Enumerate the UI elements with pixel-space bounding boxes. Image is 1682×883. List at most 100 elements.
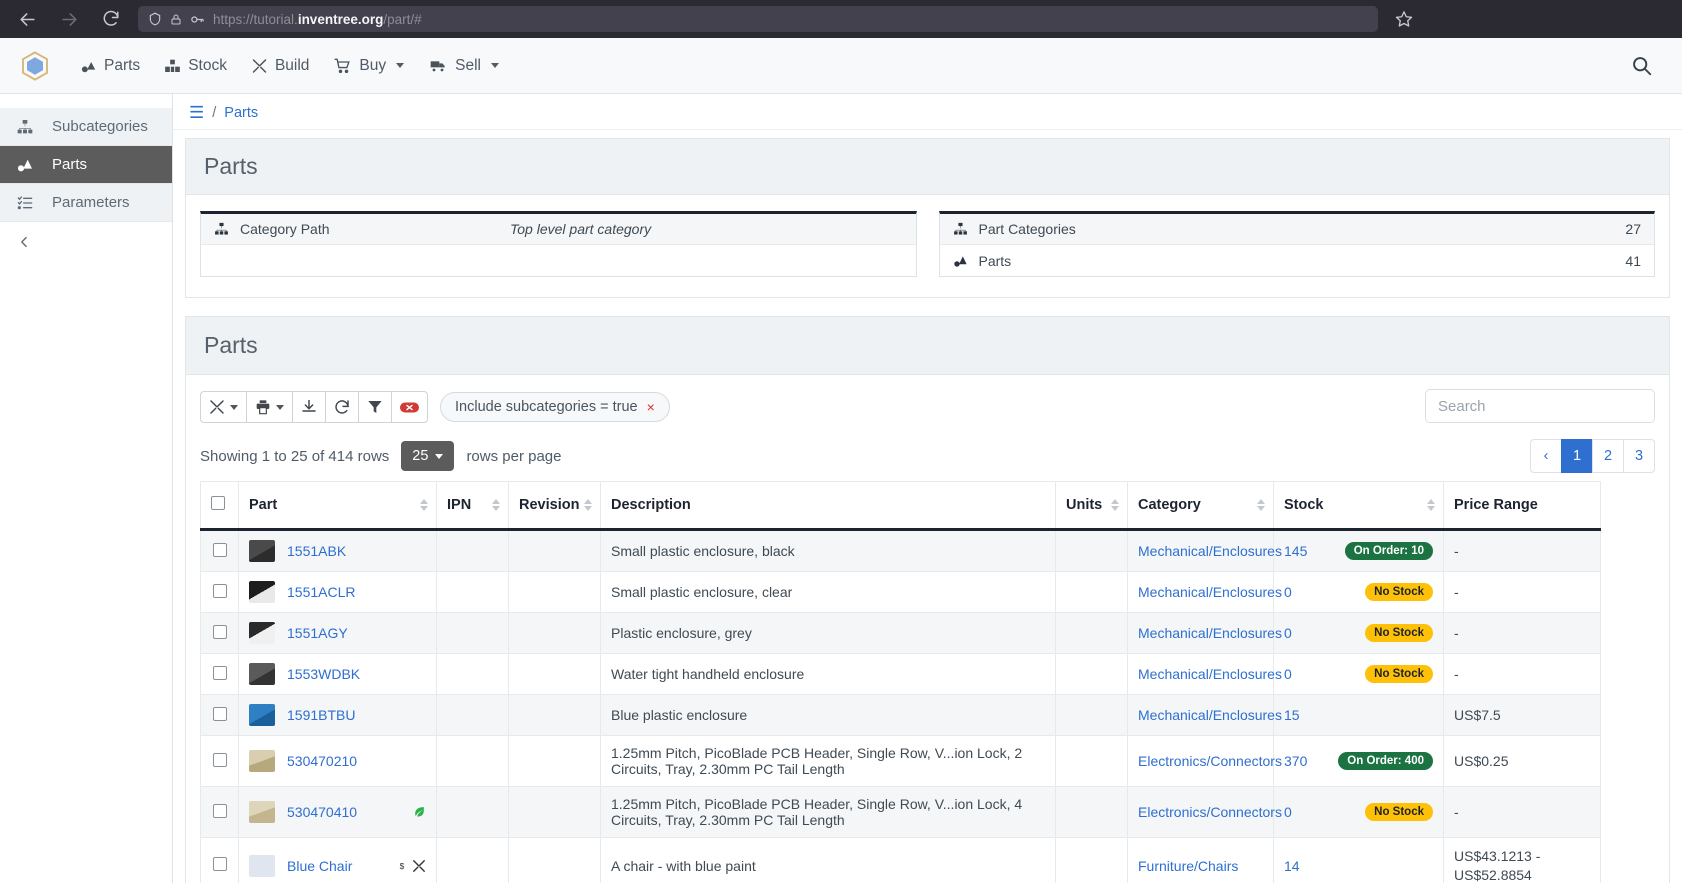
category-link[interactable]: Furniture/Chairs: [1138, 857, 1239, 874]
stock-link[interactable]: 370: [1284, 753, 1308, 769]
search-input[interactable]: [1425, 389, 1655, 423]
status-badge: No Stock: [1365, 624, 1433, 642]
table-row[interactable]: Blue Chair $ A chair - with blue paint F…: [200, 837, 1601, 883]
header-select-all[interactable]: [200, 481, 239, 531]
forward-icon[interactable]: [56, 6, 82, 32]
header-stock[interactable]: Stock: [1273, 481, 1444, 531]
sidebar-collapse-button[interactable]: [0, 222, 172, 262]
category-link[interactable]: Electronics/Connectors: [1138, 804, 1282, 820]
back-icon[interactable]: [14, 6, 40, 32]
stock-link[interactable]: 145: [1284, 543, 1308, 559]
enclosure-grey-thumb: [249, 622, 275, 644]
stock-link[interactable]: 0: [1284, 666, 1292, 682]
search-icon[interactable]: [1625, 49, 1658, 82]
reload-icon[interactable]: [98, 6, 124, 32]
breadcrumb-menu-icon[interactable]: ☰: [189, 103, 205, 122]
part-link[interactable]: 1551ABK: [287, 543, 347, 559]
category-link[interactable]: Electronics/Connectors: [1138, 753, 1282, 769]
table-row[interactable]: 1553WDBK Water tight handheld enclosure …: [200, 653, 1601, 695]
stock-link[interactable]: 0: [1284, 584, 1292, 600]
sort-icon: [1111, 499, 1119, 511]
bookmark-star-icon[interactable]: [1392, 7, 1416, 31]
part-actions-button[interactable]: [200, 391, 247, 423]
inventree-logo-icon[interactable]: [18, 49, 52, 83]
category-link[interactable]: Mechanical/Enclosures: [1138, 543, 1282, 559]
cell-stock: 15: [1273, 694, 1444, 736]
sidebar-item-parameters[interactable]: Parameters: [0, 184, 172, 222]
row-checkbox-cell[interactable]: [200, 786, 239, 838]
download-data-button[interactable]: [292, 391, 326, 423]
row-checkbox-cell[interactable]: [200, 529, 239, 572]
category-link[interactable]: Mechanical/Enclosures: [1138, 584, 1282, 600]
part-link[interactable]: 530470410: [287, 804, 358, 820]
breadcrumb-item-parts[interactable]: Parts: [224, 104, 259, 121]
table-row[interactable]: 530470410 1.25mm Pitch, PicoBlade PCB He…: [200, 786, 1601, 838]
stock-link[interactable]: 0: [1284, 804, 1292, 820]
stock-link[interactable]: 14: [1284, 857, 1300, 874]
header-description[interactable]: Description: [600, 481, 1056, 531]
row-checkbox[interactable]: [212, 706, 227, 721]
url-bar[interactable]: https://tutorial.inventree.org/part/#: [138, 6, 1378, 32]
header-part[interactable]: Part: [238, 481, 437, 531]
table-row[interactable]: 1591BTBU Blue plastic enclosure Mechanic…: [200, 694, 1601, 736]
category-link[interactable]: Mechanical/Enclosures: [1138, 625, 1282, 641]
row-checkbox[interactable]: [212, 857, 227, 872]
header-ipn[interactable]: IPN: [436, 481, 509, 531]
row-checkbox[interactable]: [212, 624, 227, 639]
select-all-checkbox[interactable]: [211, 496, 225, 510]
nav-item-sell[interactable]: Sell: [418, 51, 509, 81]
table-row[interactable]: 530470210 1.25mm Pitch, PicoBlade PCB He…: [200, 735, 1601, 787]
nav-item-parts[interactable]: Parts: [70, 51, 150, 81]
nav-item-buy[interactable]: Buy: [323, 51, 414, 81]
row-checkbox-cell[interactable]: [200, 837, 239, 883]
sidebar-item-parts[interactable]: Parts: [0, 146, 172, 184]
stock-link[interactable]: 15: [1284, 707, 1300, 723]
page-size-dropdown[interactable]: 25: [401, 441, 455, 471]
part-link[interactable]: 1591BTBU: [287, 707, 356, 723]
row-checkbox[interactable]: [212, 803, 227, 818]
row-checkbox-cell[interactable]: [200, 571, 239, 613]
header-category[interactable]: Category: [1127, 481, 1274, 531]
row-checkbox-cell[interactable]: [200, 735, 239, 787]
table-row[interactable]: 1551ABK Small plastic enclosure, black M…: [200, 529, 1601, 572]
row-checkbox[interactable]: [212, 583, 227, 598]
nav-item-build[interactable]: Build: [241, 51, 319, 81]
filter-chip-include-subcategories[interactable]: Include subcategories = true ×: [440, 392, 670, 422]
cell-description: Water tight handheld enclosure: [600, 653, 1056, 695]
pagination-page-2[interactable]: 2: [1592, 439, 1624, 473]
part-link[interactable]: 1551ACLR: [287, 584, 356, 600]
header-units[interactable]: Units: [1055, 481, 1128, 531]
stock-link[interactable]: 0: [1284, 625, 1292, 641]
filter-options-button[interactable]: [358, 391, 392, 423]
part-link[interactable]: Blue Chair: [287, 857, 353, 874]
nav-label: Build: [274, 56, 310, 74]
header-revision[interactable]: Revision: [508, 481, 601, 531]
header-price-range[interactable]: Price Range: [1443, 481, 1601, 531]
row-checkbox-cell[interactable]: [200, 694, 239, 736]
close-icon[interactable]: ×: [646, 399, 655, 415]
pagination-page-3[interactable]: 3: [1623, 439, 1655, 473]
print-actions-button[interactable]: [246, 391, 293, 423]
row-checkbox[interactable]: [212, 752, 227, 767]
pagination-page-1[interactable]: 1: [1561, 439, 1593, 473]
clear-filters-button[interactable]: [391, 391, 428, 423]
row-checkbox-cell[interactable]: [200, 653, 239, 695]
row-checkbox[interactable]: [212, 665, 227, 680]
category-link[interactable]: Mechanical/Enclosures: [1138, 707, 1282, 723]
sidebar-item-subcategories[interactable]: Subcategories: [0, 108, 172, 146]
part-link[interactable]: 1551AGY: [287, 625, 348, 641]
category-link[interactable]: Mechanical/Enclosures: [1138, 666, 1282, 682]
nav-item-stock[interactable]: Stock: [154, 51, 237, 81]
row-checkbox[interactable]: [212, 542, 227, 557]
table-row[interactable]: 1551AGY Plastic enclosure, grey Mechanic…: [200, 612, 1601, 654]
table-row[interactable]: 1551ACLR Small plastic enclosure, clear …: [200, 571, 1601, 613]
row-checkbox-cell[interactable]: [200, 612, 239, 654]
reload-data-button[interactable]: [325, 391, 359, 423]
browser-toolbar: https://tutorial.inventree.org/part/#: [0, 0, 1682, 38]
part-link[interactable]: 1553WDBK: [287, 666, 361, 682]
parts-table-scroll[interactable]: Part IPN Revision: [186, 481, 1669, 883]
part-link[interactable]: 530470210: [287, 753, 358, 769]
cell-description: Plastic enclosure, grey: [600, 612, 1056, 654]
chevron-down-icon: [435, 453, 444, 459]
pagination-prev[interactable]: ‹: [1530, 439, 1562, 473]
